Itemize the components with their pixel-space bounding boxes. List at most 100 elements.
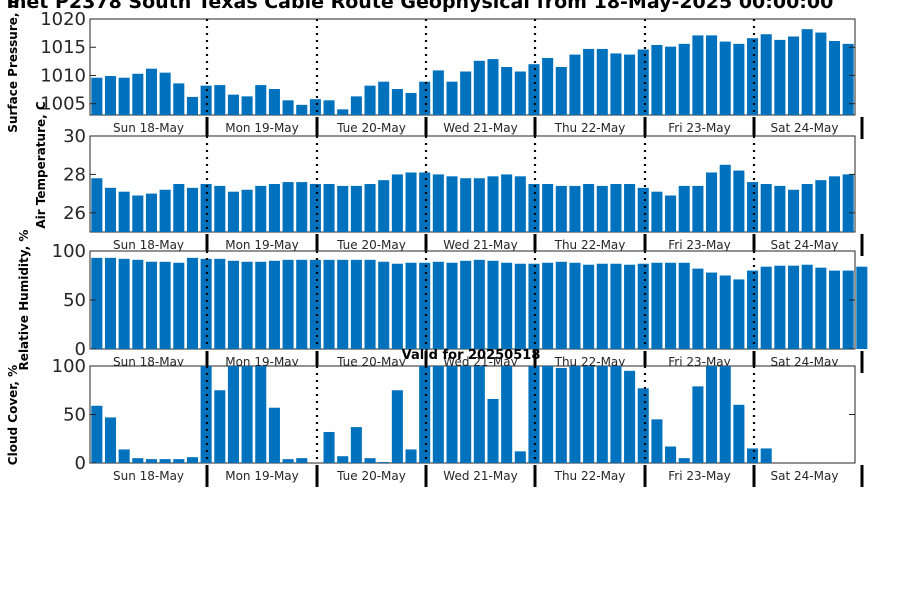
bar (227, 191, 239, 232)
bar (186, 96, 198, 115)
x-day-label: Mon 19-May (225, 238, 299, 252)
bar (364, 259, 376, 349)
bar (173, 83, 185, 115)
bar (788, 36, 800, 116)
bar (118, 449, 130, 463)
bar (145, 261, 157, 349)
x-day-label: Wed 21-May (443, 121, 517, 135)
bar (419, 366, 431, 463)
bar (596, 366, 608, 463)
bar (624, 184, 636, 232)
bar (460, 260, 472, 349)
bar (733, 43, 745, 115)
bar (145, 193, 157, 232)
bar (446, 262, 458, 349)
bar (569, 54, 581, 115)
bar (446, 81, 458, 115)
x-day-label: Mon 19-May (225, 469, 299, 483)
bar (842, 43, 854, 115)
bar (241, 189, 253, 232)
valid-label: Valid for 20250518 (402, 348, 541, 363)
bar (145, 459, 157, 463)
bar (569, 185, 581, 232)
bar (200, 258, 212, 349)
bar (309, 184, 321, 232)
bar (419, 262, 431, 349)
bar (665, 195, 677, 232)
bar (296, 104, 308, 115)
bar (337, 109, 349, 115)
bar (528, 263, 540, 349)
bar (214, 258, 226, 349)
y-tick-label: 26 (63, 203, 86, 224)
bar (583, 366, 595, 463)
bar (788, 265, 800, 349)
bar (719, 366, 731, 463)
bar (268, 184, 280, 232)
bar (309, 259, 321, 349)
bar (309, 99, 321, 115)
bar (432, 174, 444, 232)
bar (118, 258, 130, 349)
x-day-label: Fri 23-May (668, 121, 731, 135)
bar (159, 72, 171, 115)
bar (282, 182, 294, 232)
x-day-label: Wed 21-May (443, 238, 517, 252)
bar (719, 275, 731, 349)
bar (460, 366, 472, 463)
bar (678, 43, 690, 115)
bar (596, 48, 608, 115)
bar (460, 71, 472, 115)
bar (432, 70, 444, 115)
bar (624, 370, 636, 463)
bar (323, 184, 335, 232)
bar (760, 184, 772, 232)
bar (227, 260, 239, 349)
bar (296, 182, 308, 232)
bar (91, 77, 103, 115)
bar (555, 261, 567, 349)
bar (542, 366, 554, 463)
bar (378, 261, 390, 349)
y-axis-label: Air Temperature, C (34, 101, 48, 229)
bar (391, 390, 403, 463)
bar (173, 184, 185, 232)
x-day-label: Fri 23-May (668, 469, 731, 483)
bar (268, 89, 280, 115)
x-day-label: Thu 22-May (554, 121, 626, 135)
bar (828, 176, 841, 232)
bar (555, 185, 567, 232)
bar (610, 366, 622, 463)
bar (323, 431, 335, 463)
bar (391, 89, 403, 115)
bar (774, 39, 786, 115)
bar (487, 176, 499, 232)
x-day-label: Thu 22-May (554, 238, 626, 252)
x-day-label: Tue 20-May (336, 121, 406, 135)
bar (719, 164, 731, 232)
x-day-label: Sun 18-May (113, 121, 184, 135)
bar (132, 195, 144, 232)
bar (651, 262, 663, 349)
bar (145, 68, 157, 115)
x-day-label: Thu 22-May (554, 469, 626, 483)
bar (815, 180, 827, 232)
bar (583, 48, 595, 115)
bar (651, 419, 663, 463)
bar (446, 176, 458, 232)
bar (610, 263, 622, 349)
bar (173, 459, 185, 463)
bar (337, 185, 349, 232)
bar (747, 182, 759, 232)
bar (487, 260, 499, 349)
y-tick-label: 0 (75, 453, 86, 474)
x-day-label: Sun 18-May (113, 469, 184, 483)
bar (706, 172, 718, 232)
bar (446, 366, 458, 463)
bar (268, 260, 280, 349)
bar (514, 451, 526, 463)
bar (774, 185, 786, 232)
bar (747, 448, 759, 463)
bar (91, 405, 103, 463)
